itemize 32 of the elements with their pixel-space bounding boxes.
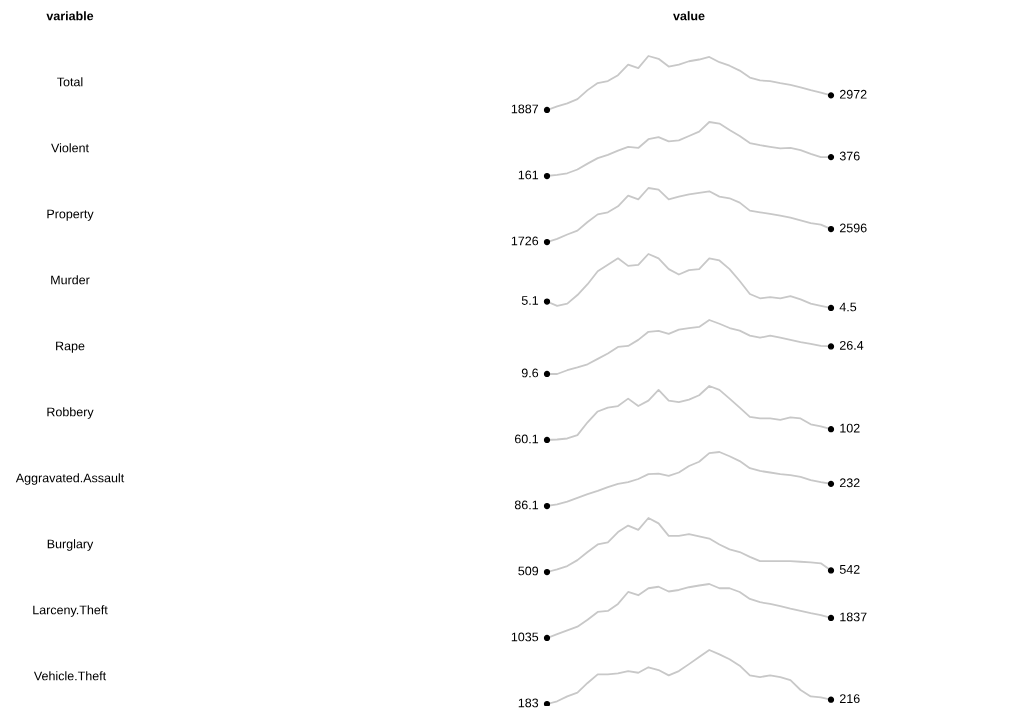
data-label: 509 bbox=[518, 566, 539, 576]
data-label: 1035 bbox=[511, 632, 539, 642]
data-label: 1726 bbox=[511, 236, 539, 246]
text: variable bbox=[46, 11, 94, 21]
data-label: 183 bbox=[518, 698, 539, 708]
data-label: 4.5 bbox=[839, 302, 857, 312]
data-label: 102 bbox=[840, 423, 860, 433]
data-label: 1837 bbox=[840, 612, 867, 622]
y-axis-title: Robbery bbox=[47, 407, 94, 419]
data-label: 1887 bbox=[511, 104, 539, 114]
data-label: 2596 bbox=[839, 223, 867, 233]
y-axis-title: Murder bbox=[51, 275, 90, 285]
y-axis-title: Rape bbox=[56, 341, 85, 353]
data-label: 542 bbox=[839, 564, 860, 574]
y-axis-title: Property bbox=[47, 209, 94, 221]
data-label: 86.1 bbox=[514, 500, 539, 510]
data-label: 216 bbox=[839, 694, 860, 704]
y-axis-title: Violent bbox=[51, 143, 89, 153]
data-label: 9.6 bbox=[521, 368, 539, 378]
y-axis-title: Aggravated.Assault bbox=[15, 473, 125, 485]
data-label: 26.4 bbox=[839, 340, 864, 350]
data-label: 161 bbox=[518, 170, 539, 180]
data-label: 2972 bbox=[839, 89, 867, 99]
data-label: 376 bbox=[839, 151, 860, 161]
y-axis-title: Total bbox=[57, 77, 83, 87]
y-axis-title: Vehicle.Theft bbox=[33, 671, 107, 681]
y-axis-title: Burglary bbox=[47, 539, 94, 551]
data-label: 5.1 bbox=[521, 296, 539, 305]
text: value bbox=[673, 11, 705, 21]
data-label: 232 bbox=[839, 478, 860, 488]
data-label: 60.1 bbox=[514, 434, 539, 444]
y-axis-title: Larceny.Theft bbox=[33, 605, 108, 617]
